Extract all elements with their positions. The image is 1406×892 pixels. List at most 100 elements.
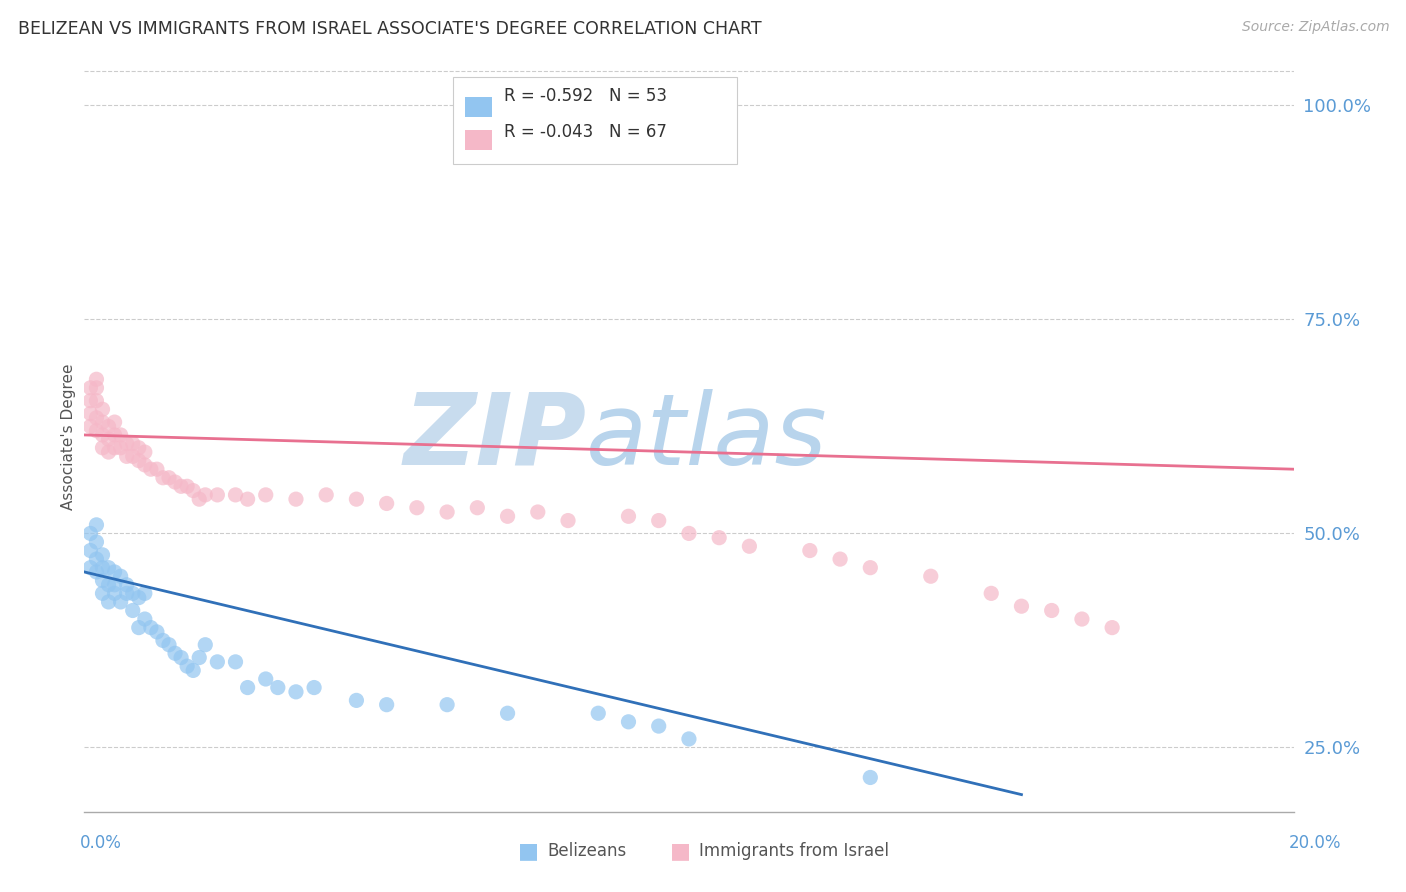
Point (1101, 621, 1123, 635)
Point (617, 509, 640, 524)
Point (97, 595, 120, 609)
Text: 20.0%: 20.0% (1288, 834, 1341, 852)
Text: BELIZEAN VS IMMIGRANTS FROM ISRAEL ASSOCIATE'S DEGREE CORRELATION CHART: BELIZEAN VS IMMIGRANTS FROM ISRAEL ASSOC… (18, 20, 762, 37)
Point (920, 569, 942, 583)
Point (104, 428, 127, 442)
Point (104, 441, 127, 455)
Point (406, 500, 429, 515)
Point (709, 531, 731, 545)
Point (152, 633, 174, 648)
Point (97, 419, 120, 434)
Point (134, 458, 156, 472)
Point (859, 771, 882, 785)
Point (188, 650, 211, 665)
Point (115, 450, 138, 464)
Point (188, 492, 211, 507)
Point (236, 681, 259, 695)
Point (79, 543, 101, 558)
Point (146, 624, 169, 639)
Point (170, 479, 193, 493)
Point (97, 560, 120, 574)
Point (115, 578, 138, 592)
Point (496, 706, 519, 721)
Point (346, 492, 368, 507)
Point (121, 450, 143, 464)
Point (104, 565, 127, 579)
Point (128, 591, 150, 605)
Point (139, 462, 162, 476)
Point (496, 509, 519, 524)
Point (110, 569, 132, 583)
Point (176, 659, 198, 673)
Point (91, 560, 114, 574)
Point (79, 381, 101, 395)
Point (91, 548, 114, 562)
Point (97, 578, 120, 592)
Point (678, 731, 700, 746)
Point (588, 706, 610, 721)
Point (97, 432, 120, 446)
Text: R = -0.043   N = 67: R = -0.043 N = 67 (503, 123, 666, 141)
Point (254, 672, 277, 686)
Point (254, 488, 277, 502)
Point (134, 612, 156, 626)
Point (79, 560, 101, 574)
Point (91, 402, 114, 417)
Y-axis label: Associate's Degree: Associate's Degree (60, 364, 76, 510)
Point (375, 496, 398, 510)
Point (648, 514, 671, 528)
Point (176, 479, 198, 493)
Point (104, 578, 127, 592)
Point (110, 441, 132, 455)
Point (86, 372, 108, 386)
Point (86, 424, 108, 438)
Point (110, 428, 132, 442)
Point (1011, 599, 1033, 614)
Point (315, 488, 337, 502)
Point (267, 681, 290, 695)
Point (79, 407, 101, 421)
Point (91, 415, 114, 429)
Point (152, 471, 174, 485)
Text: atlas: atlas (586, 389, 828, 485)
Point (79, 393, 101, 408)
Point (285, 685, 308, 699)
Point (86, 410, 108, 425)
Point (346, 693, 368, 707)
Point (104, 415, 127, 429)
Point (859, 560, 882, 574)
Point (86, 565, 108, 579)
Text: Belizeans: Belizeans (547, 842, 626, 860)
Point (181, 664, 204, 678)
Point (86, 552, 108, 566)
Point (91, 586, 114, 600)
Point (134, 586, 156, 600)
Text: Immigrants from Israel: Immigrants from Israel (699, 842, 889, 860)
Point (86, 393, 108, 408)
Point (128, 453, 150, 467)
Point (91, 441, 114, 455)
Point (86, 381, 108, 395)
Point (678, 526, 700, 541)
Point (830, 552, 852, 566)
Point (194, 488, 217, 502)
Point (467, 500, 489, 515)
Point (617, 714, 640, 729)
Point (170, 650, 193, 665)
Point (97, 445, 120, 459)
Point (134, 445, 156, 459)
Text: ZIP: ZIP (404, 389, 586, 485)
Point (157, 638, 180, 652)
Point (128, 621, 150, 635)
Point (527, 505, 550, 519)
Point (285, 492, 308, 507)
Point (157, 471, 180, 485)
FancyBboxPatch shape (465, 130, 492, 150)
Point (91, 574, 114, 588)
Point (91, 428, 114, 442)
Text: ■: ■ (671, 841, 690, 861)
Point (436, 698, 458, 712)
Point (86, 517, 108, 532)
Text: Source: ZipAtlas.com: Source: ZipAtlas.com (1241, 20, 1389, 34)
Point (146, 462, 169, 476)
